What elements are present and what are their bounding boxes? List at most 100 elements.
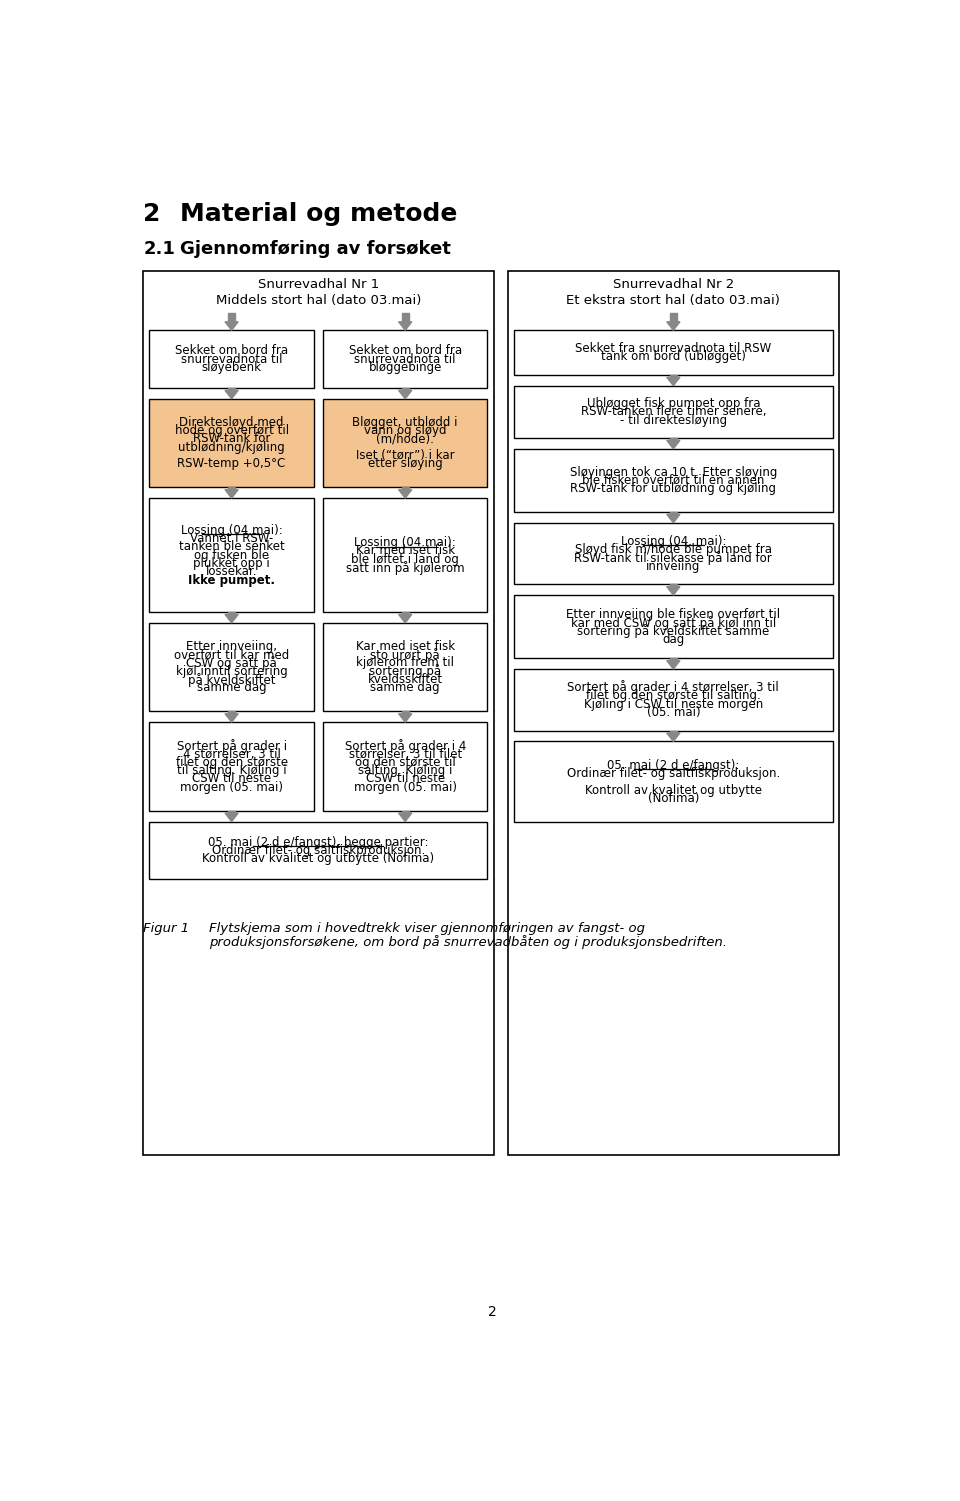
Bar bbox=[324, 399, 488, 488]
Text: CSW til neste: CSW til neste bbox=[192, 773, 271, 785]
Polygon shape bbox=[667, 587, 680, 596]
Text: lossekar.: lossekar. bbox=[205, 566, 257, 578]
Text: produksjonsforsøkene, om bord på snurrevadbåten og i produksjonsbedriften.: produksjonsforsøkene, om bord på snurrev… bbox=[209, 935, 727, 950]
Text: innveiing: innveiing bbox=[646, 560, 701, 572]
Text: Snurrevadhal Nr 1: Snurrevadhal Nr 1 bbox=[258, 278, 379, 291]
Text: Gjennomføring av forsøket: Gjennomføring av forsøket bbox=[180, 240, 451, 258]
Text: 05. mai (2 d e/fangst), begge partier:: 05. mai (2 d e/fangst), begge partier: bbox=[208, 836, 429, 848]
Polygon shape bbox=[667, 660, 680, 669]
Text: tanken ble senket: tanken ble senket bbox=[179, 540, 284, 554]
Bar bbox=[514, 522, 833, 584]
Text: Sekket fra snurrevadnota til RSW: Sekket fra snurrevadnota til RSW bbox=[575, 342, 772, 354]
Bar bbox=[670, 314, 677, 321]
Text: snurrevadnota til: snurrevadnota til bbox=[180, 353, 282, 366]
Bar bbox=[401, 314, 409, 321]
Text: Kar med iset fisk: Kar med iset fisk bbox=[355, 639, 455, 653]
Polygon shape bbox=[398, 714, 412, 722]
Text: Lossing (04. mai):: Lossing (04. mai): bbox=[620, 534, 726, 548]
Text: sløyebenk: sløyebenk bbox=[202, 360, 261, 374]
Text: Sløyingen tok ca 10 t. Etter sløying: Sløyingen tok ca 10 t. Etter sløying bbox=[569, 465, 777, 479]
Text: filet og den største: filet og den største bbox=[176, 757, 288, 769]
Text: (05. mai): (05. mai) bbox=[646, 705, 700, 719]
Text: Kjøling i CSW til neste morgen: Kjøling i CSW til neste morgen bbox=[584, 698, 763, 710]
Text: Lossing (04.mai):: Lossing (04.mai): bbox=[180, 524, 282, 537]
Bar bbox=[143, 272, 493, 1154]
Text: Ikke pumpet.: Ikke pumpet. bbox=[188, 573, 276, 587]
Text: Ordinær filet- og saltfiskproduksjon.: Ordinær filet- og saltfiskproduksjon. bbox=[566, 767, 780, 781]
Bar bbox=[514, 596, 833, 659]
Bar bbox=[401, 711, 409, 714]
Polygon shape bbox=[225, 814, 238, 821]
Text: på kveldskiftet: på kveldskiftet bbox=[188, 672, 276, 686]
Text: 2.1: 2.1 bbox=[143, 240, 175, 258]
Text: Ubløgget fisk pumpet opp fra: Ubløgget fisk pumpet opp fra bbox=[587, 398, 760, 410]
Text: RSW-tank for utblødning og kjøling: RSW-tank for utblødning og kjøling bbox=[570, 482, 777, 495]
Text: 2: 2 bbox=[488, 1304, 496, 1319]
Text: morgen (05. mai): morgen (05. mai) bbox=[180, 781, 283, 794]
Text: Direktesløyd med: Direktesløyd med bbox=[180, 416, 284, 429]
Bar bbox=[670, 584, 677, 587]
Bar bbox=[228, 711, 235, 714]
Text: kjølerom frem til: kjølerom frem til bbox=[356, 656, 454, 669]
Text: etter sløying: etter sløying bbox=[368, 458, 443, 470]
Polygon shape bbox=[667, 515, 680, 522]
Text: Sortert på grader i: Sortert på grader i bbox=[177, 738, 287, 752]
Text: 4 størrelser, 3 til: 4 størrelser, 3 til bbox=[182, 747, 280, 761]
Text: samme dag: samme dag bbox=[197, 681, 267, 695]
Bar bbox=[150, 330, 314, 389]
Bar bbox=[150, 623, 314, 711]
Text: salting. Kjøling i: salting. Kjøling i bbox=[358, 764, 452, 778]
Polygon shape bbox=[398, 489, 412, 498]
Text: Etter innveiing,: Etter innveiing, bbox=[186, 639, 277, 653]
Text: RSW-temp +0,5°C: RSW-temp +0,5°C bbox=[178, 458, 286, 470]
Bar bbox=[514, 669, 833, 731]
Text: sortering på: sortering på bbox=[370, 665, 442, 678]
Text: utblødning/kjøling: utblødning/kjøling bbox=[179, 441, 285, 453]
Text: Ordinær filet- og saltfiskproduksjon.: Ordinær filet- og saltfiskproduksjon. bbox=[212, 844, 425, 857]
Text: Snurrevadhal Nr 2: Snurrevadhal Nr 2 bbox=[612, 278, 734, 291]
Text: Bløgget, utblødd i: Bløgget, utblødd i bbox=[352, 416, 458, 429]
Bar bbox=[401, 488, 409, 489]
Text: og den største til: og den største til bbox=[355, 757, 456, 769]
Text: Etter innveiing ble fisken overført til: Etter innveiing ble fisken overført til bbox=[566, 608, 780, 621]
Bar bbox=[401, 612, 409, 614]
Text: Kontroll av kvalitet og utbytte: Kontroll av kvalitet og utbytte bbox=[585, 784, 762, 797]
Polygon shape bbox=[667, 440, 680, 449]
Bar bbox=[514, 386, 833, 438]
Text: Sortert på grader i 4: Sortert på grader i 4 bbox=[345, 738, 466, 752]
Bar bbox=[228, 488, 235, 489]
Bar bbox=[670, 438, 677, 440]
Polygon shape bbox=[225, 321, 238, 330]
Bar bbox=[150, 821, 488, 880]
Text: kveldsskiftet: kveldsskiftet bbox=[368, 672, 443, 686]
Polygon shape bbox=[667, 377, 680, 386]
Text: overført til kar med: overført til kar med bbox=[174, 648, 289, 660]
Bar bbox=[150, 722, 314, 811]
Text: RSW-tank for: RSW-tank for bbox=[193, 432, 271, 446]
Text: CSW til neste: CSW til neste bbox=[366, 773, 444, 785]
Text: kjøl inntil sortering: kjøl inntil sortering bbox=[176, 665, 287, 678]
Text: vann og sløyd: vann og sløyd bbox=[364, 425, 446, 437]
Text: Lossing (04.mai):: Lossing (04.mai): bbox=[354, 536, 456, 549]
Bar bbox=[401, 811, 409, 814]
Text: snurrevadnota til: snurrevadnota til bbox=[354, 353, 456, 366]
Bar bbox=[228, 811, 235, 814]
Bar bbox=[324, 498, 488, 612]
Text: Material og metode: Material og metode bbox=[180, 201, 458, 225]
Bar bbox=[514, 449, 833, 512]
Bar bbox=[324, 623, 488, 711]
Text: sto urørt på: sto urørt på bbox=[371, 648, 440, 662]
Text: CSW og satt på: CSW og satt på bbox=[186, 656, 277, 669]
Polygon shape bbox=[667, 732, 680, 741]
Polygon shape bbox=[398, 614, 412, 623]
Bar bbox=[670, 375, 677, 377]
Text: hode og overført til: hode og overført til bbox=[175, 425, 289, 437]
Text: RSW-tank til silekasse på land for: RSW-tank til silekasse på land for bbox=[574, 551, 772, 564]
Text: tank om bord (ubløgget): tank om bord (ubløgget) bbox=[601, 350, 746, 363]
Text: morgen (05. mai): morgen (05. mai) bbox=[353, 781, 457, 794]
Text: Sekket om bord fra: Sekket om bord fra bbox=[348, 344, 462, 357]
Text: størrelser, 3 til filet: størrelser, 3 til filet bbox=[348, 747, 462, 761]
Text: Flytskjema som i hovedtrekk viser gjennomføringen av fangst- og: Flytskjema som i hovedtrekk viser gjenno… bbox=[209, 922, 645, 935]
Bar bbox=[228, 612, 235, 614]
Text: ble løftet i land og: ble løftet i land og bbox=[351, 552, 459, 566]
